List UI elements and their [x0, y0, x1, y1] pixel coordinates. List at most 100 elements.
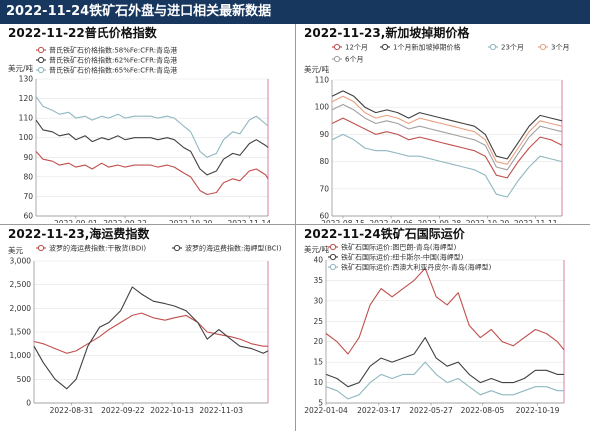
panel-divider-horizontal: [0, 224, 590, 225]
x-tick-label: 2022-08-05: [461, 406, 505, 415]
y-tick-label: 15: [313, 358, 323, 367]
legend-label: 普氏铁矿石价格指数:65%Fe:CFR:青岛港: [49, 66, 177, 75]
x-tick-label: 2022-10-20: [466, 219, 510, 223]
x-tick-label: 2022-09-28: [418, 219, 462, 223]
y-unit-label: 美元/吨: [304, 244, 330, 254]
legend-label: 波罗的海运费指数:干散货(BDI): [49, 244, 146, 253]
y-tick-label: 2,000: [10, 304, 32, 313]
y-tick-label: 3,000: [10, 257, 32, 266]
legend-label: 铁矿石国际运价:图巴朗-青岛(海岬型): [341, 243, 457, 252]
legend-swatch-marker: [173, 244, 181, 252]
y-tick-label: 10: [313, 378, 323, 387]
legend-swatch-marker: [489, 43, 497, 51]
chart-svg-ore-freight-rate: 美元/吨 5 10 15 20 25 30 35 40 2022-01-04 2022-03-17 2…: [304, 243, 565, 415]
y-tick-label: 90: [319, 130, 329, 139]
chart-panel-singapore-swap: 2022-11-23,新加坡掉期价格 美元/吨 60 70 80 90 100 110 202…: [296, 24, 590, 223]
y-tick-label: 70: [23, 192, 33, 201]
x-tick-label: 2022-09-01: [54, 219, 98, 223]
panel-divider-vertical: [295, 24, 296, 431]
legend-swatch-marker: [333, 55, 341, 63]
chart-title: 2022-11-23,新加坡掉期价格: [304, 26, 470, 40]
series-line-2: [325, 337, 564, 388]
x-tick-label: 2022-11-03: [199, 406, 243, 415]
chart-panel-freight-index: 2022-11-23,海运费指数 美元 0 500 1,000 1,500 2,000 2,…: [0, 225, 294, 424]
x-tick-label: 2022-03-17: [357, 406, 401, 415]
x-tick-label: 2022-09-22: [101, 406, 145, 415]
legend-label: 铁矿石国际运价:纽卡斯尔-中国(海岬型): [341, 253, 464, 262]
legend-swatch-marker: [329, 243, 337, 251]
legend-label: 普氏铁矿石价格指数:58%Fe:CFR:青岛港: [49, 46, 177, 55]
y-tick-label: 60: [23, 212, 33, 221]
series-line-1: [35, 151, 269, 196]
x-tick-label: 2022-10-20: [169, 219, 213, 223]
chart-panel-ore-freight-rate: 2022-11-24铁矿石国际运价 美元/吨 5 10 15 20 25 30 35 40 202…: [296, 225, 590, 424]
series-line-3: [35, 96, 269, 158]
legend-swatch-marker: [381, 43, 389, 51]
page-title: 2022-11-24铁矿石外盘与进口相关最新数据: [6, 4, 272, 19]
y-tick-label: 80: [319, 157, 329, 166]
y-tick-label: 70: [319, 184, 329, 193]
legend-swatch-marker: [37, 244, 45, 252]
x-tick-label: 2022-10-13: [150, 406, 194, 415]
y-tick-label: 30: [313, 296, 323, 305]
y-tick-label: 110: [315, 76, 330, 85]
page-header: 2022-11-24铁矿石外盘与进口相关最新数据: [0, 0, 590, 24]
y-tick-label: 1,000: [10, 351, 32, 360]
series-line-1: [331, 117, 563, 179]
y-tick-label: 100: [19, 133, 34, 142]
y-tick-label: 100: [315, 103, 330, 112]
series-line-5: [331, 103, 563, 171]
chart-panel-platts-index: 2022-11-22普氏价格指数 美元/吨 60 70 80 90 100 110 120 13…: [0, 24, 294, 223]
legend-label: 6个月: [345, 56, 363, 64]
y-tick-label: 2,500: [10, 280, 32, 289]
y-tick-label: 500: [17, 375, 32, 384]
legend-label: 普氏铁矿石价格指数:62%Fe:CFR:青岛港: [49, 56, 177, 65]
x-tick-label: 2022-08-31: [50, 406, 94, 415]
legend-label: 23个月: [501, 44, 524, 52]
legend-swatch-marker: [37, 46, 45, 54]
series-line-3: [331, 133, 563, 198]
y-tick-label: 110: [19, 114, 34, 123]
x-tick-label: 2022-11-11: [514, 219, 558, 223]
chart-title: 2022-11-23,海运费指数: [8, 227, 150, 241]
chart-title: 2022-11-22普氏价格指数: [8, 26, 157, 40]
y-tick-label: 25: [313, 317, 323, 326]
y-tick-label: 60: [319, 212, 329, 221]
x-tick-label: 2022-09-06: [369, 219, 413, 223]
y-unit-label: 美元/吨: [8, 63, 34, 73]
legend-swatch-marker: [333, 43, 341, 51]
y-tick-label: 40: [313, 256, 323, 265]
y-tick-label: 20: [313, 337, 323, 346]
legend-label: 3个月: [551, 44, 569, 52]
y-tick-label: 90: [23, 153, 33, 162]
legend-swatch-marker: [539, 43, 547, 51]
series-line-2: [35, 119, 269, 176]
series-line-2: [33, 286, 269, 390]
chart-title: 2022-11-24铁矿石国际运价: [304, 227, 465, 241]
y-tick-label: 35: [313, 276, 323, 285]
legend-label: 12个月: [345, 44, 368, 52]
x-tick-label: 2022-01-04: [304, 406, 348, 415]
x-tick-label: 2022-05-27: [409, 406, 453, 415]
chart-svg-singapore-swap: 美元/吨 60 70 80 90 100 110 2022-08-15 2022-09-06 20…: [304, 43, 569, 224]
y-tick-label: 5: [318, 399, 323, 408]
y-tick-label: 130: [19, 75, 34, 84]
series-line-4: [331, 95, 563, 165]
x-tick-label: 2022-10-19: [516, 406, 560, 415]
legend-label: 1个月新加坡掉期价格: [393, 43, 460, 52]
legend-swatch-marker: [37, 66, 45, 74]
y-tick-label: 80: [23, 172, 33, 181]
chart-svg-freight-index: 美元 0 500 1,000 1,500 2,000 2,500 3,000 2022-08-3…: [8, 244, 282, 416]
series-line-1: [33, 312, 268, 354]
legend-label: 波罗的海运费指数:海岬型(BCI): [185, 244, 282, 253]
x-tick-label: 2022-09-22: [103, 219, 147, 223]
series-line-1: [325, 267, 565, 355]
y-unit-label: 美元/吨: [304, 64, 330, 74]
legend-swatch-marker: [329, 263, 337, 271]
legend-swatch-marker: [37, 56, 45, 64]
series-line-2: [331, 90, 563, 160]
chart-svg-platts-index: 美元/吨 60 70 80 90 100 110 120 130 2022-09-01 2022-0…: [8, 46, 271, 224]
legend-label: 铁矿石国际运价:西澳大利亚丹皮尔-青岛(海岬型): [341, 263, 492, 272]
x-tick-label: 2022-11-14: [227, 219, 271, 223]
legend-swatch-marker: [329, 253, 337, 261]
